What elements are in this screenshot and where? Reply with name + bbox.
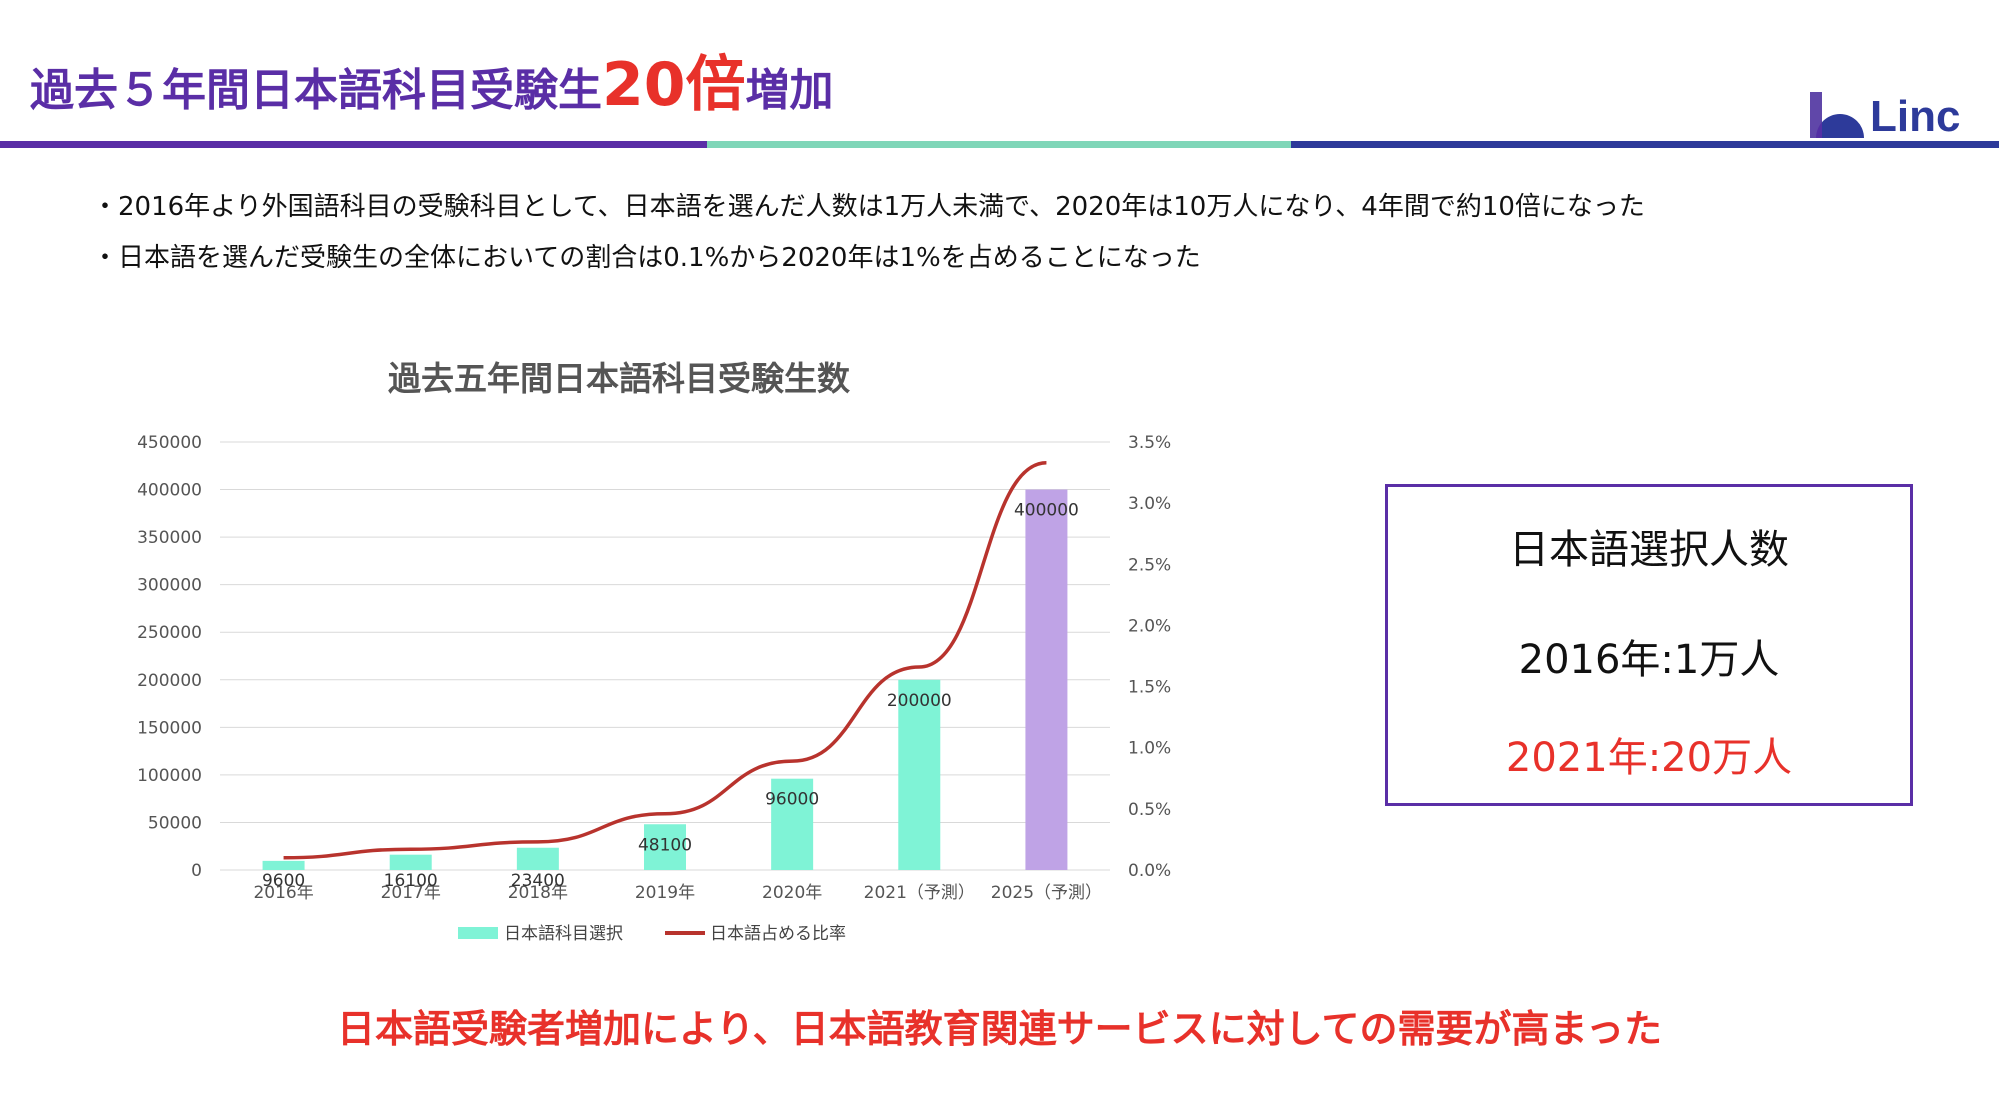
x-tick-label: 2020年 <box>762 883 822 903</box>
y-left-tick-label: 200000 <box>137 671 202 691</box>
info-box-heading: 日本語選択人数 <box>1509 527 1789 573</box>
bar-data-label: 48100 <box>638 835 692 855</box>
x-tick-label: 2016年 <box>253 883 313 903</box>
y-right-tick-label: 0.5% <box>1128 800 1171 820</box>
title-prefix: 過去５年間日本語科目受験生 <box>30 65 602 116</box>
footer-conclusion: 日本語受験者増加により、日本語教育関連サービスに対しての需要が高まった <box>336 1007 1663 1051</box>
linc-logo-icon <box>1810 92 1864 138</box>
legend-swatch-bars <box>458 927 498 939</box>
y-right-tick-label: 1.5% <box>1128 678 1171 698</box>
y-left-tick-label: 100000 <box>137 766 202 786</box>
divider-segment-1 <box>0 141 707 148</box>
bar-data-label: 400000 <box>1014 501 1079 521</box>
info-box-line-2016: 2016年:1万人 <box>1518 637 1780 683</box>
title-suffix: 増加 <box>745 65 834 116</box>
x-tick-label: 2019年 <box>635 883 695 903</box>
divider-segment-2 <box>707 141 1291 148</box>
legend-label-line: 日本語占める比率 <box>710 924 846 944</box>
x-tick-label: 2017年 <box>381 883 441 903</box>
x-tick-label: 2025（予測） <box>991 883 1102 903</box>
y-left-tick-label: 350000 <box>137 528 202 548</box>
chart-title: 過去五年間日本語科目受験生数 <box>388 359 850 398</box>
y-left-tick-label: 50000 <box>148 813 202 833</box>
bar <box>644 824 686 870</box>
y-right-tick-label: 0.0% <box>1128 861 1171 881</box>
bar-data-label: 23400 <box>511 871 565 891</box>
page-title: 過去５年間日本語科目受験生20倍増加 <box>30 52 834 118</box>
x-tick-label: 2018年 <box>508 883 568 903</box>
x-tick-label: 2021（予測） <box>864 883 975 903</box>
bullet-list: ・2016年より外国語科目の受験科目として、日本語を選んだ人数は1万人未満で、2… <box>92 182 1645 284</box>
y-right-tick-label: 3.5% <box>1128 433 1171 453</box>
info-box-line-2021: 2021年:20万人 <box>1505 735 1793 781</box>
bullet-item: ・2016年より外国語科目の受験科目として、日本語を選んだ人数は1万人未満で、2… <box>92 192 1645 222</box>
combo-chart: 0 50000 100000 150000 200000 250000 300000 3500… <box>137 433 1171 944</box>
bar-data-label: 16100 <box>384 871 438 891</box>
bullet-item: ・日本語を選んだ受験生の全体においての割合は0.1%から2020年は1%を占める… <box>92 243 1201 273</box>
divider-segment-3 <box>1291 141 1999 148</box>
bar-data-label: 96000 <box>765 790 819 810</box>
y-right-tick-label: 1.0% <box>1128 739 1171 759</box>
bar-data-label: 200000 <box>887 691 952 711</box>
y-right-tick-label: 2.0% <box>1128 616 1171 636</box>
y-left-tick-label: 300000 <box>137 576 202 596</box>
logo-text: Linc <box>1870 92 1961 141</box>
y-left-tick-label: 0 <box>191 861 202 881</box>
y-right-tick-label: 3.0% <box>1128 494 1171 514</box>
bar <box>262 860 305 870</box>
bar <box>898 679 941 870</box>
y-right-tick-label: 2.5% <box>1128 555 1171 575</box>
bar <box>1025 489 1068 870</box>
bar <box>516 847 559 870</box>
y-left-tick-label: 450000 <box>137 433 202 453</box>
info-box: 日本語選択人数 2016年:1万人 2021年:20万人 <box>1385 484 1913 806</box>
legend-label-bars: 日本語科目選択 <box>504 924 623 944</box>
bar-data-label: 9600 <box>262 871 305 891</box>
y-left-tick-label: 150000 <box>137 718 202 738</box>
title-highlight: 20倍 <box>602 50 746 120</box>
y-left-tick-label: 250000 <box>137 623 202 643</box>
bar <box>771 778 814 870</box>
y-left-tick-label: 400000 <box>137 481 202 501</box>
ratio-line <box>283 461 1047 860</box>
bar <box>389 854 432 870</box>
